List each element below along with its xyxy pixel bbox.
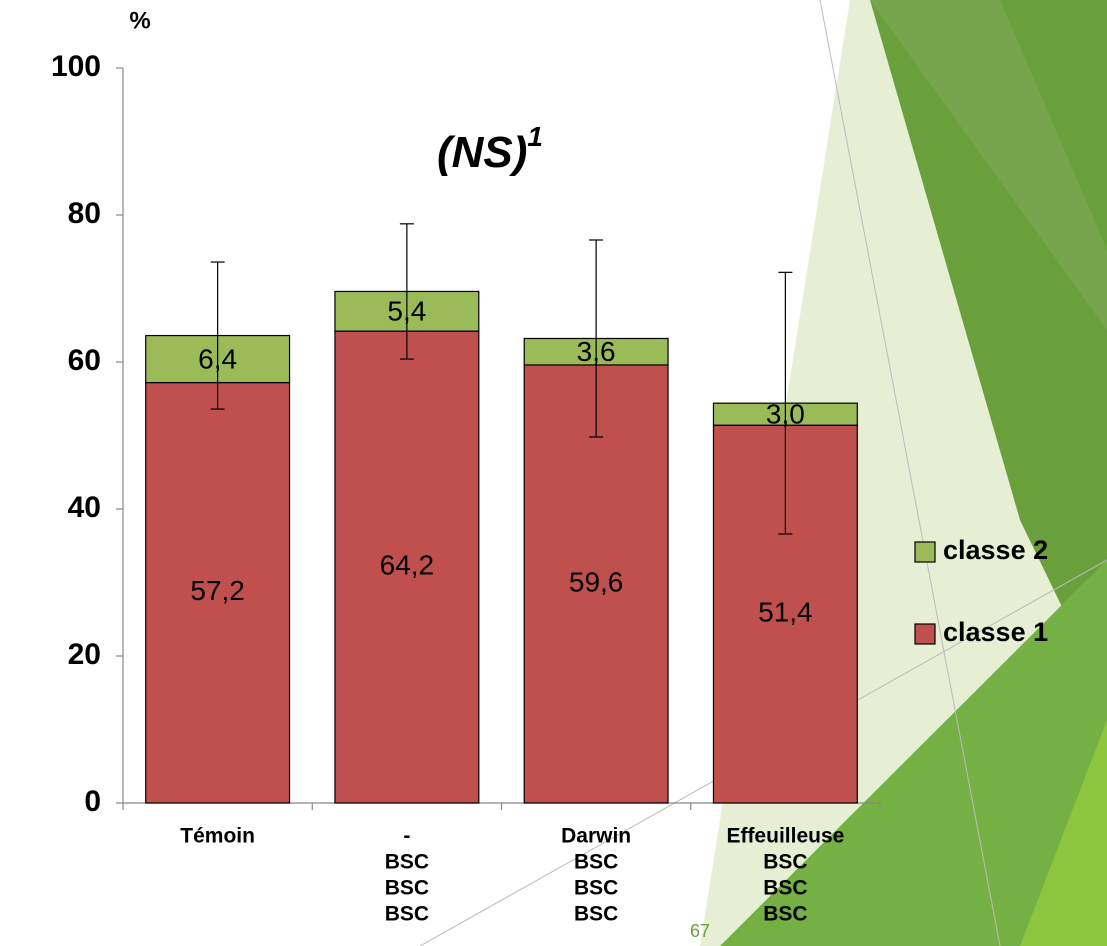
decor-corner	[1020, 720, 1107, 946]
title-main: (NS)	[437, 128, 527, 177]
legend-swatch	[914, 541, 936, 563]
error-bar	[399, 223, 414, 360]
y-tick-label: 80	[68, 197, 101, 230]
x-tick-label: BSC	[574, 903, 618, 926]
x-tick-label: BSC	[385, 877, 429, 900]
x-tick-label: -	[403, 825, 410, 848]
chart-title: (NS)1	[437, 121, 543, 176]
legend-label: classe 1	[943, 617, 1048, 647]
decor-line	[819, 0, 1001, 946]
value-label: 57,2	[190, 575, 245, 606]
x-tick-label: BSC	[574, 851, 618, 874]
bar-segment	[145, 381, 291, 804]
error-bar	[210, 261, 225, 410]
value-label: 64,2	[380, 549, 435, 580]
y-tick-label: 60	[68, 344, 101, 377]
bar-segment	[334, 330, 480, 804]
decor-mid	[870, 0, 1107, 330]
x-tick-label: BSC	[763, 851, 807, 874]
value-label: 59,6	[569, 566, 624, 597]
x-tick-label: BSC	[574, 877, 618, 900]
y-axis-label: %	[129, 7, 150, 34]
y-tick-label: 100	[51, 50, 101, 83]
value-label: 51,4	[758, 596, 813, 627]
legend-label: classe 2	[943, 535, 1048, 565]
y-tick-label: 40	[68, 491, 101, 524]
x-tick-label: Effeuilleuse	[726, 825, 844, 848]
decor-bottom	[720, 560, 1107, 946]
y-tick-label: 20	[68, 638, 101, 671]
y-tick-label: 0	[84, 785, 101, 818]
x-tick-label: Témoin	[180, 825, 255, 848]
legend-swatch	[914, 623, 936, 645]
x-tick-label: Darwin	[561, 825, 631, 848]
x-tick-label: BSC	[763, 877, 807, 900]
bar-segment	[523, 364, 669, 804]
x-tick-label: BSC	[385, 903, 429, 926]
error-bar	[778, 271, 793, 535]
x-tick-label: BSC	[763, 903, 807, 926]
x-tick-label: BSC	[385, 851, 429, 874]
page-number: 67	[690, 921, 710, 941]
title-superscript: 1	[527, 121, 543, 152]
error-bar	[589, 239, 604, 438]
